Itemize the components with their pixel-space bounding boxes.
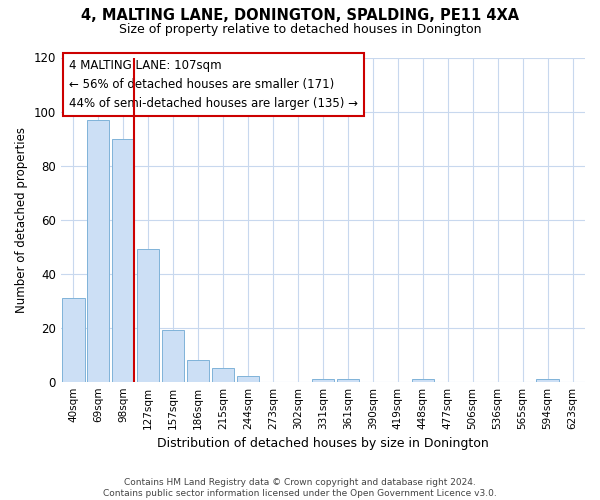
Bar	[412, 379, 434, 382]
Bar	[112, 138, 134, 382]
Bar	[212, 368, 234, 382]
Text: Contains HM Land Registry data © Crown copyright and database right 2024.
Contai: Contains HM Land Registry data © Crown c…	[103, 478, 497, 498]
Bar	[137, 250, 160, 382]
Bar	[536, 379, 559, 382]
Bar	[87, 120, 109, 382]
X-axis label: Distribution of detached houses by size in Donington: Distribution of detached houses by size …	[157, 437, 489, 450]
Text: Size of property relative to detached houses in Donington: Size of property relative to detached ho…	[119, 22, 481, 36]
Bar	[237, 376, 259, 382]
Bar	[311, 379, 334, 382]
Bar	[162, 330, 184, 382]
Bar	[187, 360, 209, 382]
Text: 4, MALTING LANE, DONINGTON, SPALDING, PE11 4XA: 4, MALTING LANE, DONINGTON, SPALDING, PE…	[81, 8, 519, 22]
Bar	[62, 298, 85, 382]
Text: 4 MALTING LANE: 107sqm
← 56% of detached houses are smaller (171)
44% of semi-de: 4 MALTING LANE: 107sqm ← 56% of detached…	[68, 59, 358, 110]
Bar	[337, 379, 359, 382]
Y-axis label: Number of detached properties: Number of detached properties	[15, 126, 28, 312]
